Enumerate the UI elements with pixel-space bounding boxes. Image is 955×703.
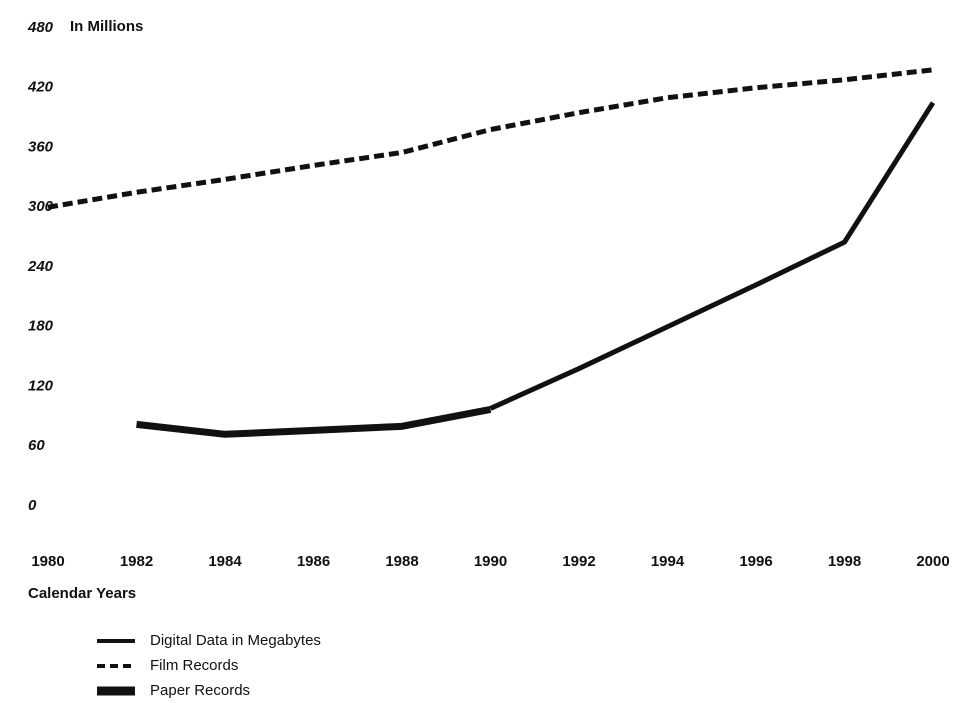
line-series	[489, 101, 936, 411]
x-tick-label: 1980	[31, 553, 64, 570]
x-tick-label: 1986	[297, 553, 330, 570]
y-tick-label: 60	[28, 437, 45, 454]
legend-label: Paper Records	[150, 682, 250, 699]
y-tick-label: 120	[28, 377, 54, 394]
y-tick-label: 300	[28, 198, 54, 215]
x-tick-label: 1988	[385, 553, 418, 570]
y-tick-label: 0	[28, 497, 37, 514]
x-tick-label: 1992	[562, 553, 595, 570]
legend-label: Digital Data in Megabytes	[150, 632, 321, 649]
x-axis-label: Calendar Years	[28, 585, 136, 602]
y-tick-label: 480	[27, 19, 54, 36]
x-tick-label: 1990	[474, 553, 507, 570]
x-tick-label: 1996	[739, 553, 772, 570]
y-tick-label: 360	[28, 138, 54, 155]
x-tick-label: 1994	[651, 553, 685, 570]
y-tick-label: 420	[27, 79, 54, 96]
x-tick-label: 1984	[208, 553, 242, 570]
x-tick-label: 2000	[916, 553, 949, 570]
y-tick-label: 180	[28, 318, 54, 335]
x-tick-label: 1982	[120, 553, 153, 570]
legend-label: Film Records	[150, 657, 238, 674]
y-tick-label: 240	[27, 258, 54, 275]
x-tick-label: 1998	[828, 553, 861, 570]
y-axis-label: In Millions	[70, 18, 143, 35]
line-series	[136, 405, 492, 438]
line-series	[47, 67, 934, 210]
